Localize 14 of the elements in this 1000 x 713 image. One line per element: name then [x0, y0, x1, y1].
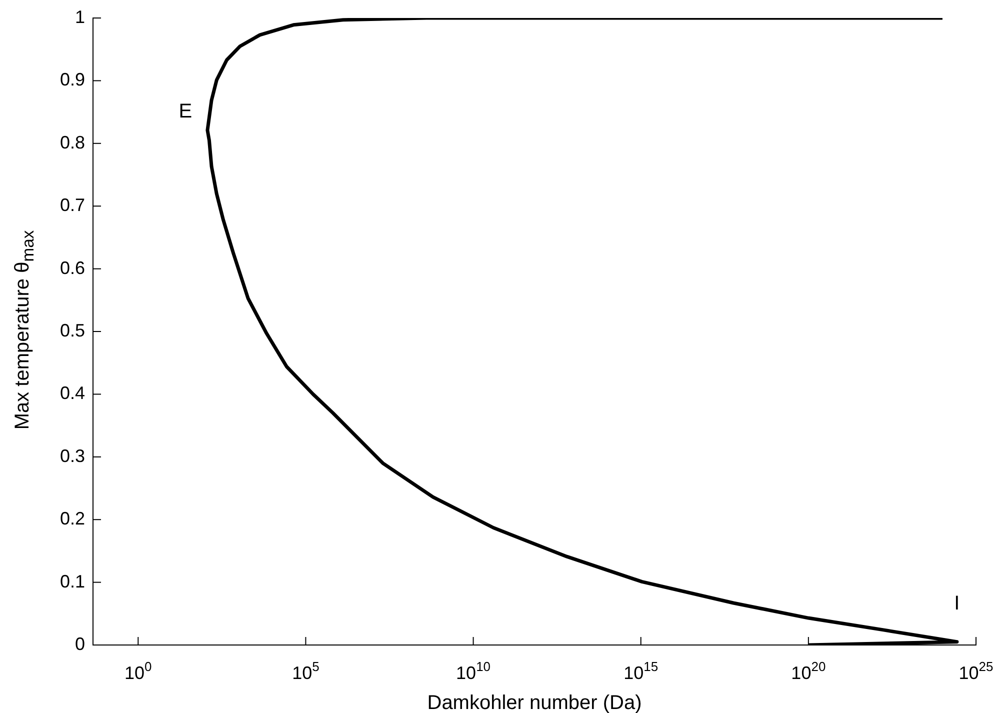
y-tick-label: 0.5	[60, 320, 85, 340]
x-axis-title: Damkohler number (Da)	[427, 692, 642, 713]
y-tick-label: 0.6	[60, 258, 85, 278]
y-tick-label: 0.3	[60, 446, 85, 466]
y-tick-label: 0.9	[60, 70, 85, 90]
y-tick-label: 0.7	[60, 195, 85, 216]
y-tick-label: 0.8	[60, 132, 85, 152]
y-tick-label: 0.4	[60, 383, 85, 404]
annotation: I	[954, 592, 960, 614]
annotation: E	[178, 100, 192, 123]
y-tick-label: 0	[74, 634, 85, 654]
y-tick-label: 0.2	[60, 508, 85, 529]
y-tick-label: 0.1	[60, 571, 85, 592]
y-tick-label: 1	[74, 6, 85, 27]
